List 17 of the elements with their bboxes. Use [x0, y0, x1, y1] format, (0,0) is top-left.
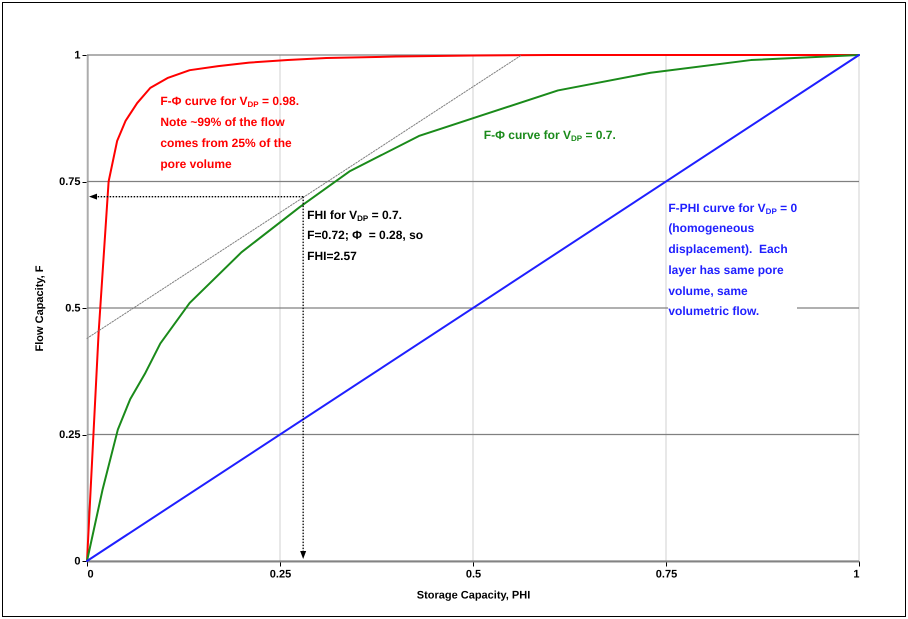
annotation: FHI for V$_{DP}$ = 0.7. F=0.72; Φ = 0.28, so FHI=2.57: [307, 206, 424, 266]
x-tick-label: 0: [88, 568, 94, 580]
x-tick-label: 0.25: [270, 568, 292, 580]
x-axis-title: Storage Capacity, PHI: [416, 590, 530, 602]
y-axis-title: Flow Capacity, F: [34, 265, 46, 352]
series-label: F-Φ curve for V$_{DP}$ = 0.98. Note ~99% of the flow comes from 25% of the pore volume: [160, 93, 300, 173]
text: F-PHI curve for V$_{DP}$ = 0 (homogeneous displacement). Each layer has same pore volume, same volumetric flow.: [668, 200, 798, 318]
y-tick-label: 1: [74, 50, 80, 62]
y-tick-label: 0.75: [59, 176, 80, 188]
y-tick-label: 0: [74, 556, 80, 568]
x-tick-label: 0.75: [656, 568, 678, 580]
line-series: [86, 54, 860, 562]
series-label: F-Φ curve for V$_{DP}$ = 0.7.: [484, 126, 616, 145]
x-tick-label: 0.5: [466, 568, 482, 580]
x-tick-label: 1: [853, 568, 860, 580]
y-tick-label: 0.5: [65, 302, 80, 314]
y-tick-label: 0.25: [59, 429, 80, 441]
